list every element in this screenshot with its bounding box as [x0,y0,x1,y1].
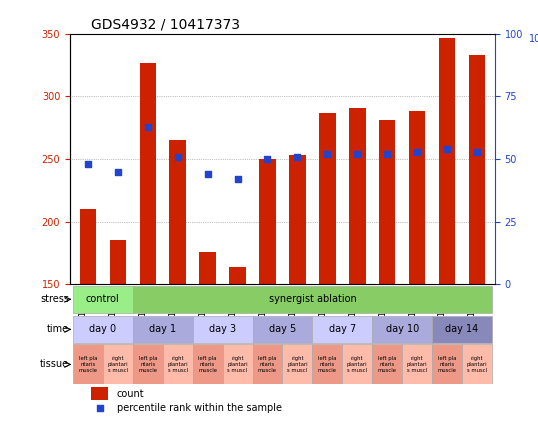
Text: day 7: day 7 [329,324,356,335]
FancyBboxPatch shape [282,344,313,385]
Bar [169,140,186,284]
Bar [200,252,216,284]
Text: percentile rank within the sample: percentile rank within the sample [117,403,282,413]
FancyBboxPatch shape [372,316,432,343]
Text: right
plantari
s muscl: right plantari s muscl [167,356,188,373]
Text: time: time [47,324,69,335]
Text: left pla
ntaris
muscle: left pla ntaris muscle [198,356,217,373]
Text: control: control [86,294,120,304]
Point [173,153,182,160]
Text: right
plantari
s muscl: right plantari s muscl [347,356,367,373]
Point [413,148,421,155]
Text: 100%: 100% [529,34,538,44]
FancyBboxPatch shape [432,344,462,385]
Bar [349,108,365,284]
Point [144,123,152,130]
FancyBboxPatch shape [103,344,133,385]
Point [293,153,302,160]
Text: left pla
ntaris
muscle: left pla ntaris muscle [378,356,397,373]
Text: day 0: day 0 [89,324,116,335]
Text: right
plantari
s muscl: right plantari s muscl [466,356,487,373]
FancyBboxPatch shape [372,344,402,385]
Bar [80,209,96,284]
Bar [289,155,306,284]
Point [83,161,92,168]
Bar [379,120,395,284]
FancyBboxPatch shape [223,344,252,385]
FancyBboxPatch shape [432,316,492,343]
Point [353,151,362,157]
Text: day 5: day 5 [269,324,296,335]
Point [233,176,242,182]
Text: day 3: day 3 [209,324,236,335]
FancyBboxPatch shape [133,316,193,343]
Point [323,151,331,157]
Text: count: count [117,388,144,398]
Bar [110,240,126,284]
FancyBboxPatch shape [252,316,313,343]
FancyBboxPatch shape [73,344,103,385]
Text: right
plantari
s muscl: right plantari s muscl [287,356,308,373]
Text: day 10: day 10 [386,324,419,335]
Bar [91,387,108,399]
Text: GDS4932 / 10417373: GDS4932 / 10417373 [91,17,240,31]
Bar [439,38,455,284]
Text: synergist ablation: synergist ablation [268,294,356,304]
FancyBboxPatch shape [162,344,193,385]
FancyBboxPatch shape [133,286,492,313]
Text: stress: stress [40,294,69,304]
Point [203,171,212,178]
FancyBboxPatch shape [133,344,162,385]
FancyBboxPatch shape [342,344,372,385]
FancyBboxPatch shape [193,344,223,385]
Text: left pla
ntaris
muscle: left pla ntaris muscle [79,356,97,373]
Text: tissue: tissue [40,360,69,369]
Text: left pla
ntaris
muscle: left pla ntaris muscle [437,356,457,373]
Bar [229,267,246,284]
FancyBboxPatch shape [313,316,372,343]
Text: left pla
ntaris
muscle: left pla ntaris muscle [318,356,337,373]
Bar [469,55,485,284]
Text: day 1: day 1 [149,324,176,335]
Point [443,146,451,152]
Bar [259,159,275,284]
FancyBboxPatch shape [193,316,252,343]
Point [114,168,122,175]
Text: left pla
ntaris
muscle: left pla ntaris muscle [258,356,277,373]
Text: right
plantari
s muscl: right plantari s muscl [407,356,428,373]
Text: left pla
ntaris
muscle: left pla ntaris muscle [138,356,157,373]
Text: day 14: day 14 [445,324,479,335]
FancyBboxPatch shape [252,344,282,385]
FancyBboxPatch shape [73,316,133,343]
Point [383,151,392,157]
FancyBboxPatch shape [73,286,133,313]
Point [473,148,482,155]
FancyBboxPatch shape [313,344,342,385]
Point [263,156,272,162]
FancyBboxPatch shape [462,344,492,385]
Text: right
plantari
s muscl: right plantari s muscl [227,356,248,373]
FancyBboxPatch shape [402,344,432,385]
Bar [319,113,336,284]
Bar [139,63,156,284]
Bar [409,112,426,284]
Text: right
plantari
s muscl: right plantari s muscl [108,356,128,373]
